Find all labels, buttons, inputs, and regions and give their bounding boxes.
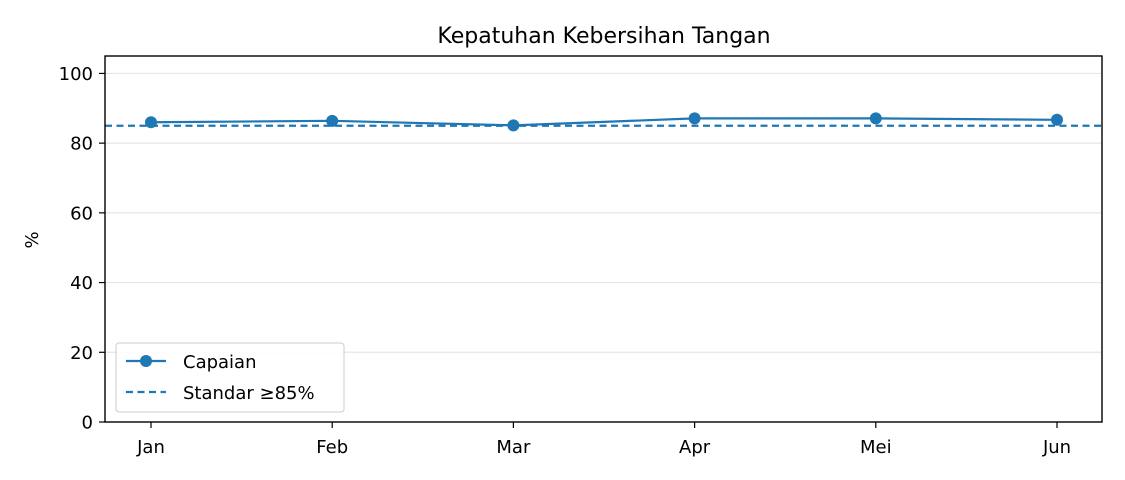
y-tick-label: 0 [82, 413, 93, 434]
legend-capaian-label: Capaian [183, 352, 257, 373]
legend-box [115, 342, 345, 413]
data-point-capaian [1051, 113, 1063, 126]
y-tick-label: 60 [70, 203, 93, 224]
x-tick-label: Apr [679, 437, 711, 458]
x-tick-label: Jan [136, 437, 165, 458]
series-layer [145, 112, 1063, 132]
x-tick-label: Jun [1042, 437, 1071, 458]
chart-title: Kepatuhan Kebersihan Tangan [437, 24, 770, 49]
data-point-capaian [507, 119, 520, 132]
x-tick-label: Mar [496, 437, 531, 458]
y-tick-label: 100 [59, 64, 93, 85]
y-tick-label: 20 [70, 343, 93, 364]
data-point-capaian [869, 112, 882, 125]
legend-standard-label: Standar ≥85% [183, 383, 315, 404]
data-point-capaian [145, 116, 157, 129]
x-tick-label: Mei [860, 437, 892, 458]
y-tick-label: 80 [70, 134, 93, 155]
y-axis-label: % [22, 231, 43, 248]
legend-capaian-marker [140, 355, 152, 367]
data-point-capaian [326, 114, 339, 127]
legend: Capaian Standar ≥85% [115, 342, 345, 413]
y-tick-label: 40 [70, 273, 93, 294]
series-line-capaian [150, 117, 1058, 127]
data-point-capaian [688, 112, 701, 125]
axis-layer: 0 20 40 60 80 100 Jan Feb Mar Apr Mei Jun [59, 64, 1071, 458]
x-tick-label: Feb [316, 437, 348, 458]
plot-frame [104, 55, 1103, 423]
